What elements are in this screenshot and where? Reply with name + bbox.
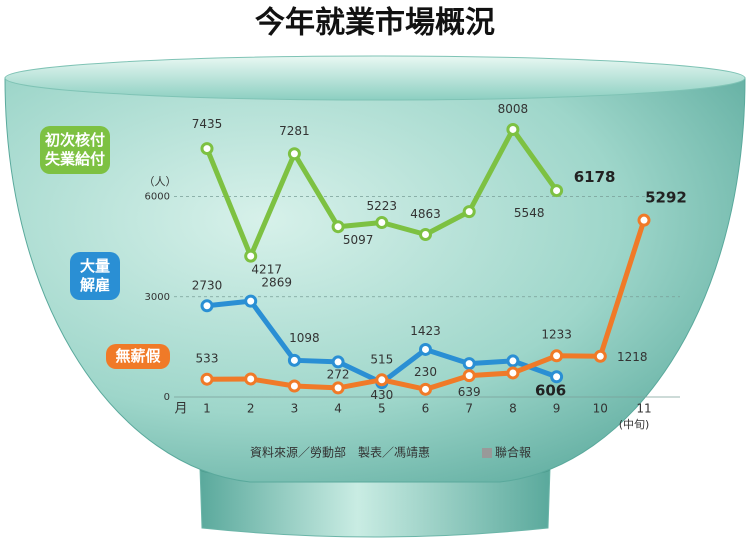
publisher-icon [482,448,492,458]
data-label: 7435 [192,117,223,131]
data-label: 230 [414,365,437,379]
data-label: 5292 [645,189,687,207]
data-point [506,122,520,136]
x-note: (中旬) [619,418,650,431]
data-label: 6178 [574,168,616,186]
data-point [287,353,301,367]
data-point [375,373,389,387]
data-label: 272 [327,367,350,381]
x-tick-label: 9 [553,402,561,416]
data-point [331,355,345,369]
x-tick-label: 10 [593,402,608,416]
x-tick-label: 6 [422,402,430,416]
data-label: 430 [370,388,393,402]
chart-title: 今年就業市場概況 [255,6,495,41]
data-point [331,381,345,395]
data-label: 4217 [251,263,282,277]
data-label: 606 [535,381,566,399]
data-point [200,299,214,313]
data-point [200,372,214,386]
data-point [419,228,432,242]
data-label: 5223 [367,199,398,213]
data-point [550,370,564,384]
data-point [375,215,389,229]
x-tick-label: 4 [334,402,342,416]
data-point [550,184,564,198]
data-label: 639 [458,385,481,399]
data-point [200,142,214,156]
data-label: 5548 [514,206,545,220]
data-label: 1098 [289,331,320,345]
y-tick-label: 0 [164,392,170,403]
data-label: 8008 [498,102,529,116]
data-point [550,349,564,363]
x-tick-label: 5 [378,402,386,416]
data-point [287,147,301,161]
data-label: 7281 [279,124,310,138]
data-label: 1423 [410,324,441,338]
x-tick-label: 7 [465,402,473,416]
data-point [244,249,258,263]
legend-item: 大量解雇 [70,252,120,300]
data-point [506,354,520,368]
data-point [331,220,345,234]
data-label: 1233 [541,327,572,341]
data-point [462,369,476,383]
data-point [419,342,432,356]
y-unit: （人） [144,175,177,188]
legend-item: 初次核付失業給付 [40,126,110,174]
x-tick-label: 2 [247,402,255,416]
data-point [244,294,258,308]
data-point [419,382,432,396]
data-point [593,349,607,363]
data-label: 1218 [617,350,648,364]
x-tick-label: 8 [509,402,517,416]
data-label: 5097 [343,233,374,247]
data-label: 515 [370,352,393,366]
data-point [462,357,476,371]
x-tick-label: 11 [636,402,651,416]
x-tick-label: 3 [291,402,299,416]
legend-item: 無薪假 [106,344,170,369]
source: 資料來源／勞動部 製表／馮靖惠 [250,445,430,460]
data-point [462,205,476,219]
data-label: 533 [196,352,219,366]
x-tick-label: 1 [203,402,211,416]
data-point [287,379,301,393]
y-tick-label: 6000 [145,192,170,203]
data-label: 2730 [192,278,223,292]
data-label: 2869 [261,276,292,290]
data-label: 4863 [410,207,441,221]
x-axis-label: 月 [174,402,187,417]
y-tick-label: 3000 [145,292,170,303]
publisher: 聯合報 [495,445,531,460]
data-point [637,213,651,227]
data-point [244,372,258,386]
data-point [506,366,520,380]
